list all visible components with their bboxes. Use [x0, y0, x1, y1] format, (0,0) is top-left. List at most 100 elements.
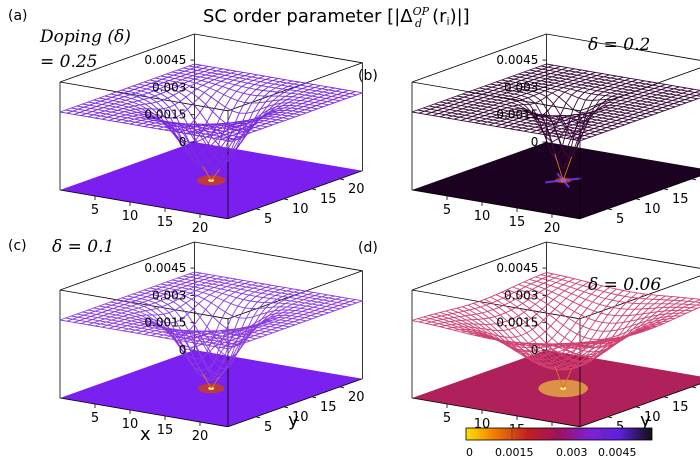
- x-tick-label: 15: [157, 423, 174, 438]
- box-edge: [59, 81, 229, 112]
- z-tick-label: 0.0045: [144, 261, 186, 275]
- surface-mesh-line: [227, 300, 363, 350]
- surface-mesh-line: [220, 299, 356, 349]
- colorbar-tick: 0.0045: [598, 446, 637, 459]
- y-tick-mark: [255, 416, 261, 419]
- surface-mesh-line: [579, 306, 700, 350]
- surface-mesh-line: [101, 70, 237, 120]
- surface-mesh-line: [171, 290, 307, 345]
- surface-mesh-line: [80, 275, 216, 325]
- surface-mesh-line: [108, 279, 244, 329]
- surface-mesh-line: [178, 83, 314, 133]
- surface-mesh-line: [425, 274, 561, 324]
- surface-mesh-line: [115, 73, 251, 131]
- z-tick-label: 0: [531, 135, 539, 149]
- y-axis-label: y: [640, 410, 651, 431]
- y-tick-label: 5: [264, 212, 272, 227]
- doping-label: Doping (δ): [39, 27, 131, 47]
- box-edge: [411, 289, 581, 320]
- surface-spike: [210, 376, 220, 389]
- surface-mesh-line: [453, 281, 589, 338]
- surface-mesh-line: [122, 74, 258, 145]
- surface-mesh-line: [185, 293, 321, 343]
- y-tick-label: 10: [292, 202, 309, 217]
- surface-mesh-line: [537, 85, 673, 135]
- surface-mesh-line: [535, 67, 700, 97]
- colorbar: 0 0.0015 0.003 0.0045: [465, 427, 653, 459]
- x-tick-label: 10: [122, 209, 139, 224]
- surface-spike: [562, 156, 573, 181]
- y-tick-label: 15: [320, 192, 337, 207]
- surface-mesh-line: [579, 97, 700, 142]
- panel-tag: (a): [8, 8, 28, 24]
- surface-spike: [562, 368, 573, 389]
- surface-mesh-line: [73, 65, 209, 115]
- surface-mesh-line: [439, 278, 575, 328]
- figure-title: SC order parameter [|ΔOP d (ri)|]: [203, 5, 470, 30]
- y-tick-mark: [691, 386, 697, 389]
- surface-mesh-line: [439, 68, 575, 118]
- panel-a: 0 0.0015 0.003 0.0045 5 10 15 20 5 10 15 20 (a) Dopin…: [8, 8, 365, 236]
- surface-mesh-line: [418, 273, 554, 323]
- surface-mesh-line: [94, 69, 230, 119]
- panel-c: 0 0.0015 0.003 0.0045 5 10 15 20 5 10 15 20 (c) δ = 0…: [8, 237, 365, 445]
- surface-mesh-line: [411, 63, 547, 113]
- surface-mesh-line: [177, 69, 346, 100]
- box-edge: [194, 33, 363, 64]
- surface-mesh-line: [178, 291, 314, 341]
- surface-mesh-line: [59, 271, 195, 321]
- x-tick-label: 10: [122, 417, 139, 432]
- surface-mesh-line: [129, 75, 265, 159]
- z-tick-label: 0.003: [504, 288, 538, 302]
- box-edge: [546, 33, 700, 61]
- y-tick-mark: [663, 396, 669, 399]
- surface-mesh-line: [572, 93, 700, 141]
- z-tick-label: 0.003: [152, 288, 186, 302]
- z-tick-label: 0: [179, 343, 187, 357]
- y-tick-label: 5: [616, 420, 624, 435]
- surface-mesh-line: [199, 295, 335, 345]
- surface-mesh-line: [530, 83, 666, 133]
- surface-mesh-line: [94, 277, 230, 327]
- y-tick-mark: [339, 386, 345, 389]
- y-tick-mark: [255, 208, 261, 211]
- colorbar-tick: 0: [466, 446, 473, 459]
- y-tick-label: 15: [672, 400, 689, 415]
- surface-mesh-line: [488, 290, 624, 369]
- surface-mesh-line: [143, 78, 279, 174]
- x-tick-label: 15: [157, 215, 174, 230]
- surface-mesh-line: [523, 295, 659, 362]
- surface-mesh-line: [227, 92, 363, 142]
- surface-mesh-line: [157, 80, 293, 163]
- box-edge: [411, 33, 547, 83]
- z-tick-label: 0.0015: [144, 108, 186, 122]
- doping-value: = 0.25: [40, 52, 98, 72]
- surface-mesh-line: [59, 63, 195, 113]
- box-edge: [59, 241, 195, 291]
- y-tick-mark: [607, 416, 613, 419]
- y-tick-label: 10: [292, 410, 309, 425]
- y-tick-mark: [691, 178, 697, 181]
- surface-mesh-line: [509, 293, 645, 370]
- surface-mesh-line: [66, 64, 202, 114]
- surface-mesh-line: [481, 288, 617, 365]
- surface-mesh-line: [474, 74, 610, 124]
- surface-mesh-line: [516, 294, 652, 367]
- surface-spike: [554, 153, 564, 181]
- y-tick-label: 5: [616, 212, 624, 227]
- box-edge: [59, 33, 195, 83]
- x-tick-label: 20: [192, 221, 209, 236]
- y-tick-label: 20: [348, 390, 365, 405]
- z-tick-label: 0.003: [152, 80, 186, 94]
- z-tick-label: 0.0045: [496, 53, 538, 67]
- surface-mesh-line: [537, 296, 673, 353]
- surface-mesh-line: [446, 280, 582, 331]
- x-tick-label: 5: [91, 203, 99, 218]
- surface-spike: [202, 373, 212, 389]
- x-tick-label: 5: [443, 411, 451, 426]
- surface-mesh-line: [509, 80, 645, 142]
- surface-mesh-line: [220, 91, 356, 141]
- surface-mesh-line: [565, 90, 700, 139]
- surface-mesh-line: [544, 86, 680, 136]
